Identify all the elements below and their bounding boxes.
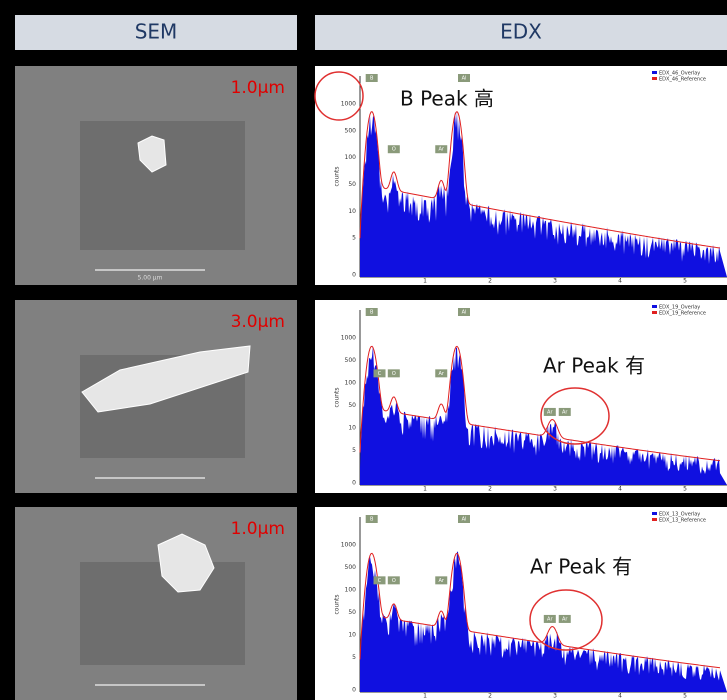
annotation: B Peak 高 (400, 87, 494, 111)
y-tick-label: 100 (345, 587, 357, 594)
y-tick-label: 500 (345, 127, 357, 134)
legend-swatch (652, 77, 657, 80)
peak-tag-label: Ar (562, 616, 568, 622)
peak-tag-label: Ar (439, 578, 445, 584)
legend-swatch (652, 311, 657, 314)
scale-label: 1.0µm (231, 519, 285, 539)
scale-bar-label: 5.00 µm (138, 275, 163, 282)
legend-label: EDX_13_Reference (659, 518, 706, 524)
peak-tag-label: Ar (562, 409, 568, 415)
legend-swatch (652, 518, 657, 521)
legend-label: EDX_19_Reference (659, 311, 706, 317)
scale-label: 1.0µm (231, 78, 285, 98)
y-tick-label: 50 (348, 609, 356, 616)
peak-tag-label: Ar (439, 147, 445, 153)
x-tick-label: 1 (423, 486, 427, 493)
peak-tag-label: C (378, 578, 382, 584)
y-tick-label: 500 (345, 357, 357, 364)
y-tick-label: 1000 (341, 101, 356, 108)
peak-tag-label: Al (462, 76, 467, 82)
y-tick-label: 5 (352, 447, 356, 454)
y-tick-label: 10 (348, 425, 356, 432)
x-tick-label: 2 (488, 693, 492, 700)
scale-label: 3.0µm (231, 312, 285, 332)
x-tick-label: 5 (683, 693, 687, 700)
x-tick-label: 4 (618, 693, 622, 700)
y-tick-label: 50 (348, 181, 356, 188)
y-tick-label: 0 (352, 272, 356, 279)
peak-tag-label: B (370, 310, 374, 316)
y-tick-label: 1000 (341, 335, 356, 342)
x-tick-label: 2 (488, 278, 492, 285)
peak-tag-label: Ar (547, 616, 553, 622)
y-axis-label: counts (334, 594, 341, 614)
x-tick-label: 3 (553, 693, 557, 700)
peak-tag-label: Al (462, 517, 467, 523)
peak-tag-label: C (378, 371, 382, 377)
legend-swatch (652, 71, 657, 74)
x-tick-label: 2 (488, 486, 492, 493)
x-tick-label: 5 (683, 278, 687, 285)
peak-tag-label: Ar (439, 371, 445, 377)
y-tick-label: 0 (352, 687, 356, 694)
peak-tag-label: O (392, 147, 396, 153)
peak-tag-label: O (392, 371, 396, 377)
sem-scan-area (80, 562, 245, 665)
y-tick-label: 5 (352, 235, 356, 242)
y-tick-label: 10 (348, 632, 356, 639)
legend-swatch (652, 305, 657, 308)
annotation: Ar Peak 有 (530, 555, 632, 579)
peak-tag-label: B (370, 76, 374, 82)
x-tick-label: 3 (553, 278, 557, 285)
x-tick-label: 4 (618, 278, 622, 285)
figure: SEM EDX 5.00 µm1.0µm10005001005010501234… (0, 0, 727, 700)
y-tick-label: 1000 (341, 542, 356, 549)
peak-tag-label: Ar (547, 409, 553, 415)
x-tick-label: 1 (423, 693, 427, 700)
legend-swatch (652, 512, 657, 515)
y-axis-label: counts (334, 387, 341, 407)
x-tick-label: 1 (423, 278, 427, 285)
y-tick-label: 10 (348, 208, 356, 215)
y-tick-label: 500 (345, 564, 357, 571)
legend-label: EDX_46_Reference (659, 77, 706, 83)
peak-tag-label: B (370, 517, 374, 523)
edx-header-text: EDX (500, 20, 542, 44)
y-tick-label: 100 (345, 154, 357, 161)
x-tick-label: 4 (618, 486, 622, 493)
x-tick-label: 5 (683, 486, 687, 493)
y-axis-label: counts (334, 166, 341, 186)
annotation: Ar Peak 有 (543, 354, 645, 378)
peak-tag-label: Al (462, 310, 467, 316)
peak-tag-label: O (392, 578, 396, 584)
sem-header-text: SEM (135, 20, 178, 44)
y-tick-label: 5 (352, 654, 356, 661)
x-tick-label: 3 (553, 486, 557, 493)
y-tick-label: 50 (348, 402, 356, 409)
y-tick-label: 100 (345, 380, 357, 387)
y-tick-label: 0 (352, 480, 356, 487)
